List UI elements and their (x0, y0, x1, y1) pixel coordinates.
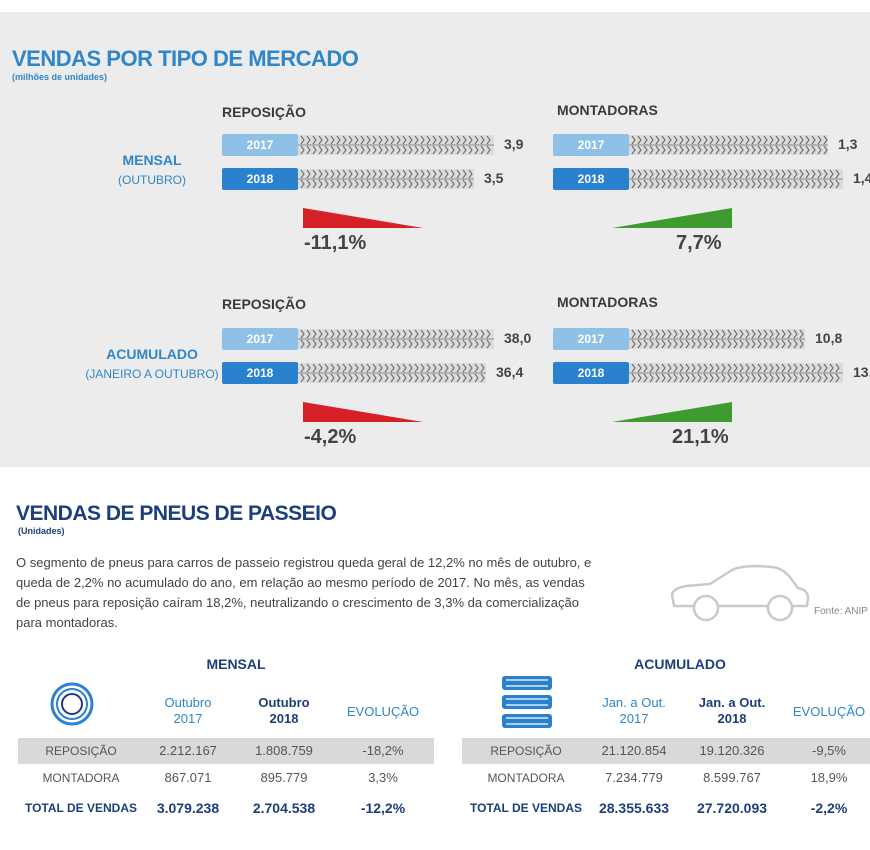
table-row-label: TOTAL DE VENDAS (469, 801, 582, 815)
panel-title-acum-reposicao: REPOSIÇÃO (222, 296, 307, 312)
table-row-band (462, 738, 870, 764)
bar (298, 135, 494, 155)
col-header-mensal-2018: Outubro 2018 (240, 695, 328, 727)
up-triangle-mensal-montadoras (612, 208, 732, 228)
bar-value-label: 1,4 (853, 170, 870, 186)
change-acum-montadoras: 21,1% (672, 426, 729, 448)
bar (629, 363, 843, 383)
year-label: 2018 (553, 168, 629, 190)
change-acum-reposicao: -4,2% (304, 426, 357, 448)
bar (298, 169, 474, 189)
passeio-unit: (Unidades) (18, 526, 65, 536)
table-cell: 19.120.326 (699, 743, 765, 758)
table-cell: 27.720.093 (696, 800, 768, 816)
tire-icon (50, 682, 94, 726)
table-row-label: REPOSIÇÃO (490, 744, 562, 758)
panel-title-mensal-reposicao: REPOSIÇÃO (222, 104, 307, 120)
row-label-acumulado: ACUMULADO (106, 346, 198, 362)
panel-title-acum-montadoras: MONTADORAS (557, 294, 658, 310)
table-cell: 3.079.238 (156, 800, 220, 816)
year-label: 2018 (553, 362, 629, 384)
bar-value-label: 36,4 (496, 364, 524, 380)
year-label: 2018 (222, 168, 298, 190)
bar-value-label: 38,0 (504, 330, 532, 346)
row-label-mensal: MENSAL (122, 152, 182, 168)
col-header-acum-2017: Jan. a Out. 2017 (586, 695, 682, 727)
paragraph-line: de pneus para reposição caíram 18,2%, ne… (16, 595, 579, 610)
col-header-line: 2018 (717, 711, 747, 726)
up-triangle-acum-montadoras (612, 402, 732, 422)
col-header-line: Jan. a Out. (698, 695, 766, 710)
market-section (0, 12, 870, 467)
table-row-label: MONTADORA (487, 771, 565, 785)
table-cell: -18,2% (362, 743, 404, 758)
table-cell: -12,2% (360, 800, 406, 816)
bar-value-label: 10,8 (815, 330, 843, 346)
table-cell: 895.779 (260, 770, 308, 785)
paragraph-line: queda de 2,2% no acumulado do ano, em re… (16, 575, 585, 590)
bar (298, 329, 494, 349)
table-cell: 8.599.767 (703, 770, 761, 785)
col-header-line: Jan. a Out. (602, 695, 666, 710)
table-row-label: TOTAL DE VENDAS (24, 801, 137, 815)
table-cell: 18,9% (810, 770, 848, 785)
change-mensal-montadoras: 7,7% (676, 232, 722, 254)
col-header-line: 2018 (269, 711, 299, 726)
table-row-label: MONTADORA (42, 771, 120, 785)
table-cell: 2.212.167 (159, 743, 217, 758)
col-header-mensal-2017: Outubro 2017 (144, 695, 232, 727)
market-unit: (milhões de unidades) (12, 72, 108, 82)
table-cell: 2.704.538 (252, 800, 316, 816)
bar-value-label: 13,1 (853, 364, 870, 380)
table-cell: 21.120.854 (601, 743, 667, 758)
down-triangle-mensal-reposicao (303, 208, 423, 228)
col-header-line: Outubro (258, 695, 310, 710)
bar-value-label: 3,9 (504, 136, 524, 152)
col-header-line: 2017 (173, 711, 203, 726)
year-label: 2017 (553, 328, 629, 350)
table-title-acumulado: ACUMULADO (634, 656, 726, 672)
bar (629, 169, 843, 189)
bar (298, 363, 486, 383)
col-header-acum-evolucao: EVOLUÇÃO (792, 704, 866, 719)
row-sublabel-mensal: (OUTUBRO) (118, 173, 186, 187)
bar (629, 135, 828, 155)
car-icon (670, 564, 810, 622)
year-label: 2017 (222, 134, 298, 156)
table-cell: 867.071 (164, 770, 212, 785)
table-cell: -2,2% (810, 800, 848, 816)
passeio-paragraph: O segmento de pneus para carros de passe… (16, 553, 666, 633)
table-cell: -9,5% (812, 743, 846, 758)
bar-value-label: 1,3 (838, 136, 858, 152)
table-cell: 28.355.633 (598, 800, 670, 816)
table-title-mensal: MENSAL (206, 656, 266, 672)
table-cell: 1.808.759 (255, 743, 313, 758)
paragraph-line: O segmento de pneus para carros de passe… (16, 555, 592, 570)
year-label: 2018 (222, 362, 298, 384)
bar (629, 329, 805, 349)
year-label: 2017 (553, 134, 629, 156)
table-row-label: REPOSIÇÃO (45, 744, 117, 758)
row-sublabel-acumulado: (JANEIRO A OUTUBRO) (85, 367, 219, 381)
paragraph-line: para montadoras. (16, 615, 118, 630)
passeio-title: VENDAS DE PNEUS DE PASSEIO (16, 502, 337, 525)
col-header-line: 2017 (619, 711, 649, 726)
source-note: Fonte: ANIP (814, 606, 868, 617)
year-label: 2017 (222, 328, 298, 350)
tire-stack-icon (502, 676, 552, 728)
bar-value-label: 3,5 (484, 170, 504, 186)
down-triangle-acum-reposicao (303, 402, 423, 422)
table-cell: 3,3% (368, 770, 398, 785)
col-header-line: Outubro (164, 695, 212, 710)
table-row-band (18, 738, 434, 764)
panel-title-mensal-montadoras: MONTADORAS (557, 102, 658, 118)
market-title: VENDAS POR TIPO DE MERCADO (12, 46, 359, 71)
col-header-acum-2018: Jan. a Out. 2018 (684, 695, 780, 727)
table-cell: 7.234.779 (605, 770, 663, 785)
col-header-mensal-evolucao: EVOLUÇÃO (346, 704, 420, 719)
change-mensal-reposicao: -11,1% (304, 232, 367, 254)
